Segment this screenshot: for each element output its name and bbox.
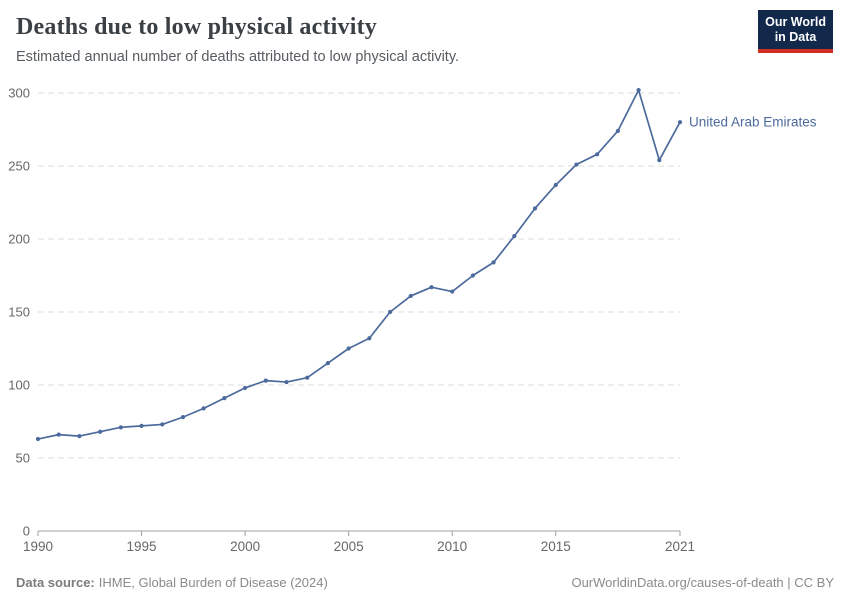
- page-subtitle: Estimated annual number of deaths attrib…: [16, 49, 460, 65]
- data-point-2007[interactable]: [387, 309, 393, 315]
- data-point-1995[interactable]: [139, 423, 144, 428]
- x-tick-label-1990: 1990: [23, 539, 53, 554]
- data-point-2015[interactable]: [553, 182, 558, 188]
- y-tick-label-0: 0: [23, 524, 30, 539]
- data-point-1993[interactable]: [98, 429, 103, 434]
- data-point-1994[interactable]: [118, 425, 123, 430]
- data-point-2014[interactable]: [532, 206, 538, 211]
- data-point-1996[interactable]: [160, 422, 165, 427]
- chart-svg: 0 50 100 150 200 250 300 1990 1995 2000 2005 2010 20…: [8, 86, 817, 555]
- data-point-2002[interactable]: [284, 379, 289, 385]
- x-tick-label-2000: 2000: [230, 539, 260, 554]
- series-end-label[interactable]: United Arab Emirates: [689, 115, 817, 130]
- x-tick-label-2005: 2005: [334, 539, 364, 554]
- x-tick-label-2015: 2015: [541, 539, 571, 554]
- data-point-2001[interactable]: [263, 378, 268, 383]
- data-point-2009[interactable]: [429, 285, 434, 290]
- y-tick-label-150: 150: [8, 305, 30, 320]
- y-tick-label-300: 300: [8, 86, 30, 101]
- data-point-2018[interactable]: [615, 128, 620, 134]
- data-line-united-arab-emirates[interactable]: [37, 89, 681, 440]
- y-tick-label-250: 250: [8, 159, 30, 174]
- x-tick-label-2010: 2010: [437, 539, 467, 554]
- data-point-2004[interactable]: [325, 361, 331, 366]
- data-point-2008[interactable]: [408, 293, 413, 299]
- data-point-1999[interactable]: [222, 396, 227, 401]
- owid-logo-line2: in Data: [774, 29, 817, 44]
- data-point-2021[interactable]: [677, 120, 683, 125]
- data-point-2006[interactable]: [367, 336, 372, 341]
- data-point-2016[interactable]: [574, 162, 579, 167]
- data-source: Data source: IHME, Global Burden of Disea…: [16, 575, 328, 590]
- data-point-2003[interactable]: [305, 375, 310, 380]
- data-point-2010[interactable]: [450, 289, 455, 294]
- chart-header: Deaths due to low physical activity Esti…: [0, 0, 850, 65]
- data-point-1990[interactable]: [35, 436, 41, 442]
- data-point-2017[interactable]: [595, 152, 600, 157]
- data-point-2000[interactable]: [242, 385, 248, 391]
- data-point-2019[interactable]: [636, 87, 641, 93]
- page-title: Deaths due to low physical activity: [16, 14, 377, 40]
- data-point-1998[interactable]: [201, 406, 206, 411]
- data-source-value: IHME, Global Burden of Disease (2024): [98, 575, 328, 590]
- data-point-2005[interactable]: [346, 346, 351, 351]
- owid-logo[interactable]: Our World in Data: [758, 10, 833, 53]
- x-tick-label-2021: 2021: [665, 539, 695, 554]
- chart-footer: Data source: IHME, Global Burden of Disea…: [16, 575, 834, 590]
- footer-credit-link[interactable]: OurWorldinData.org/causes-of-death | CC …: [571, 575, 834, 590]
- data-point-2020[interactable]: [657, 158, 662, 163]
- y-tick-label-100: 100: [8, 378, 30, 393]
- data-source-label: Data source:: [16, 575, 95, 590]
- data-point-2011[interactable]: [470, 273, 476, 278]
- data-point-1992[interactable]: [77, 434, 82, 439]
- data-point-2012[interactable]: [491, 260, 496, 265]
- data-point-1997[interactable]: [180, 415, 186, 420]
- data-point-2013[interactable]: [512, 233, 517, 239]
- data-point-1991[interactable]: [56, 432, 61, 437]
- owid-logo-line1: Our World: [765, 15, 826, 29]
- y-tick-label-200: 200: [8, 232, 30, 247]
- y-tick-label-50: 50: [16, 451, 30, 466]
- x-tick-label-1995: 1995: [127, 539, 157, 554]
